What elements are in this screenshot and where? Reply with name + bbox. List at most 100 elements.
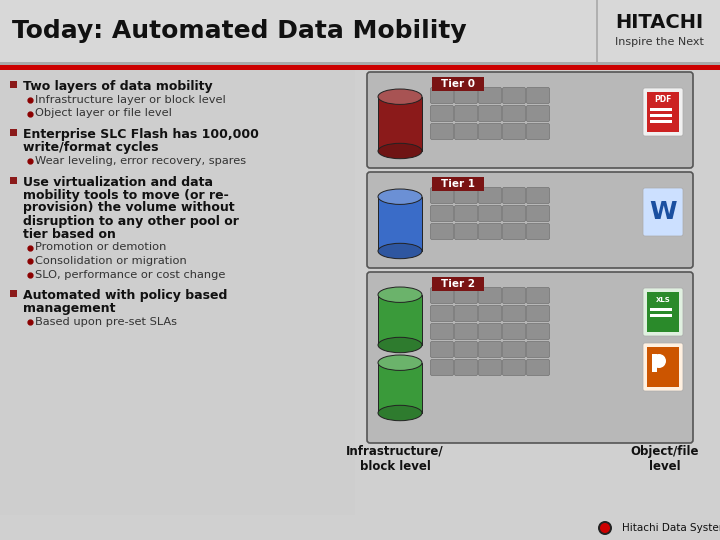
Bar bbox=[10, 290, 17, 297]
FancyBboxPatch shape bbox=[454, 306, 477, 321]
Text: Object/file
level: Object/file level bbox=[631, 445, 699, 473]
Text: XLS: XLS bbox=[656, 297, 670, 303]
FancyBboxPatch shape bbox=[431, 105, 454, 122]
FancyBboxPatch shape bbox=[454, 360, 477, 375]
FancyBboxPatch shape bbox=[431, 306, 454, 321]
FancyBboxPatch shape bbox=[526, 287, 549, 303]
Bar bbox=[0, 65, 720, 70]
FancyBboxPatch shape bbox=[431, 124, 454, 139]
FancyBboxPatch shape bbox=[431, 206, 454, 221]
Text: W: W bbox=[649, 200, 677, 224]
Bar bbox=[10, 81, 17, 88]
Text: Wear leveling, error recovery, spares: Wear leveling, error recovery, spares bbox=[35, 156, 246, 166]
FancyBboxPatch shape bbox=[454, 87, 477, 104]
FancyBboxPatch shape bbox=[454, 224, 477, 240]
Text: Today: Automated Data Mobility: Today: Automated Data Mobility bbox=[12, 19, 467, 43]
FancyBboxPatch shape bbox=[479, 323, 502, 340]
Bar bbox=[598, 0, 720, 62]
FancyBboxPatch shape bbox=[431, 360, 454, 375]
FancyBboxPatch shape bbox=[454, 187, 477, 204]
Bar bbox=[378, 295, 422, 345]
Text: mobility tools to move (or re-: mobility tools to move (or re- bbox=[23, 188, 229, 201]
Bar bbox=[598, 65, 720, 70]
FancyBboxPatch shape bbox=[526, 105, 549, 122]
Bar bbox=[650, 114, 672, 117]
FancyBboxPatch shape bbox=[479, 287, 502, 303]
Text: Automated with policy based: Automated with policy based bbox=[23, 289, 228, 302]
FancyBboxPatch shape bbox=[454, 105, 477, 122]
Ellipse shape bbox=[598, 521, 612, 535]
Ellipse shape bbox=[378, 338, 422, 353]
FancyBboxPatch shape bbox=[643, 288, 683, 336]
FancyBboxPatch shape bbox=[643, 343, 683, 391]
FancyBboxPatch shape bbox=[479, 87, 502, 104]
Bar bbox=[10, 129, 17, 136]
FancyBboxPatch shape bbox=[643, 88, 683, 136]
FancyBboxPatch shape bbox=[454, 287, 477, 303]
FancyBboxPatch shape bbox=[526, 341, 549, 357]
FancyBboxPatch shape bbox=[454, 206, 477, 221]
Text: Consolidation or migration: Consolidation or migration bbox=[35, 256, 186, 266]
FancyBboxPatch shape bbox=[367, 172, 693, 268]
FancyBboxPatch shape bbox=[367, 72, 693, 168]
FancyBboxPatch shape bbox=[503, 206, 526, 221]
Bar bbox=[647, 292, 679, 332]
Ellipse shape bbox=[378, 89, 422, 104]
FancyBboxPatch shape bbox=[503, 87, 526, 104]
FancyBboxPatch shape bbox=[367, 272, 693, 443]
Bar bbox=[432, 77, 484, 91]
Text: management: management bbox=[23, 302, 115, 315]
Text: Tier 2: Tier 2 bbox=[441, 279, 475, 289]
FancyBboxPatch shape bbox=[431, 287, 454, 303]
FancyBboxPatch shape bbox=[503, 360, 526, 375]
Bar bbox=[652, 354, 657, 372]
FancyBboxPatch shape bbox=[479, 360, 502, 375]
FancyBboxPatch shape bbox=[503, 323, 526, 340]
Bar bbox=[647, 347, 679, 387]
FancyBboxPatch shape bbox=[526, 124, 549, 139]
Text: Infrastructure/
block level: Infrastructure/ block level bbox=[346, 445, 444, 473]
Ellipse shape bbox=[378, 406, 422, 421]
Text: Use virtualization and data: Use virtualization and data bbox=[23, 176, 213, 188]
Text: Inspire the Next: Inspire the Next bbox=[615, 37, 703, 47]
FancyBboxPatch shape bbox=[431, 224, 454, 240]
Text: Promotion or demotion: Promotion or demotion bbox=[35, 242, 166, 253]
FancyBboxPatch shape bbox=[479, 124, 502, 139]
Bar bbox=[432, 277, 484, 291]
Text: Two layers of data mobility: Two layers of data mobility bbox=[23, 80, 212, 93]
Text: Based upon pre-set SLAs: Based upon pre-set SLAs bbox=[35, 317, 177, 327]
Text: SLO, performance or cost change: SLO, performance or cost change bbox=[35, 269, 225, 280]
Bar bbox=[0, 0, 720, 62]
FancyBboxPatch shape bbox=[431, 87, 454, 104]
FancyBboxPatch shape bbox=[431, 341, 454, 357]
FancyBboxPatch shape bbox=[503, 124, 526, 139]
Bar bbox=[10, 177, 17, 184]
FancyBboxPatch shape bbox=[526, 224, 549, 240]
FancyBboxPatch shape bbox=[479, 341, 502, 357]
Text: tier based on: tier based on bbox=[23, 227, 116, 240]
Bar bbox=[0, 70, 355, 515]
Bar bbox=[650, 120, 672, 123]
Text: Enterprise SLC Flash has 100,000: Enterprise SLC Flash has 100,000 bbox=[23, 128, 259, 141]
Ellipse shape bbox=[600, 523, 610, 533]
FancyBboxPatch shape bbox=[526, 360, 549, 375]
FancyBboxPatch shape bbox=[526, 306, 549, 321]
FancyBboxPatch shape bbox=[503, 306, 526, 321]
FancyBboxPatch shape bbox=[479, 105, 502, 122]
Text: provision) the volume without: provision) the volume without bbox=[23, 201, 235, 214]
FancyBboxPatch shape bbox=[503, 287, 526, 303]
Text: write/format cycles: write/format cycles bbox=[23, 141, 158, 154]
Text: HITACHI: HITACHI bbox=[615, 12, 703, 31]
Text: Infrastructure layer or block level: Infrastructure layer or block level bbox=[35, 95, 226, 105]
Ellipse shape bbox=[652, 354, 666, 368]
Ellipse shape bbox=[378, 355, 422, 370]
FancyBboxPatch shape bbox=[479, 187, 502, 204]
FancyBboxPatch shape bbox=[454, 341, 477, 357]
FancyBboxPatch shape bbox=[431, 187, 454, 204]
Text: Hitachi Data Systems: Hitachi Data Systems bbox=[622, 523, 720, 533]
Bar bbox=[596, 0, 598, 62]
FancyBboxPatch shape bbox=[454, 323, 477, 340]
Bar bbox=[650, 314, 672, 317]
Text: Tier 0: Tier 0 bbox=[441, 79, 475, 89]
Bar bbox=[650, 108, 672, 111]
